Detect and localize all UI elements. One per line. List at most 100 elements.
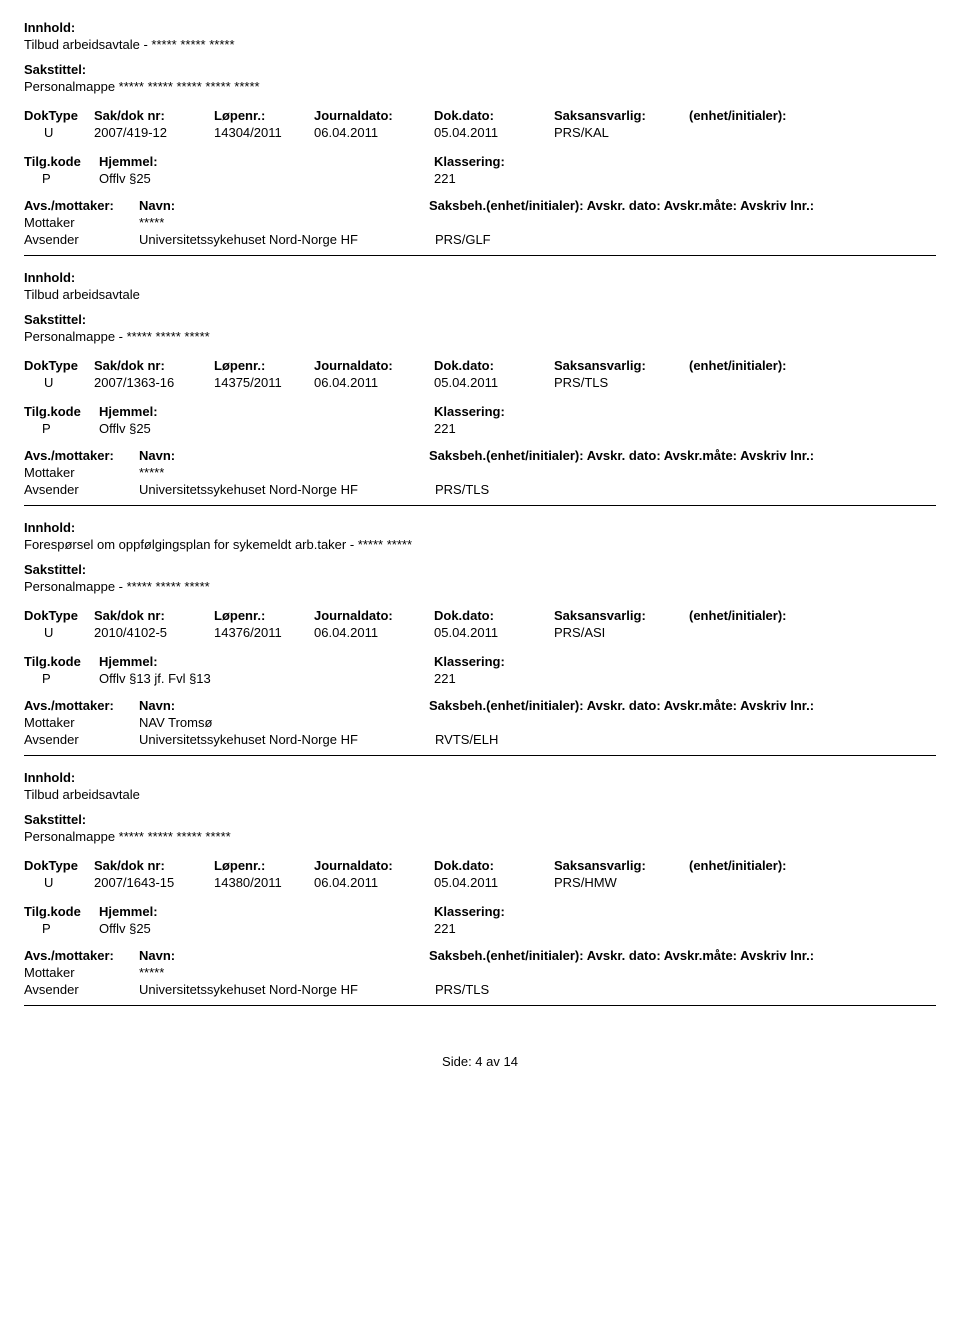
values-row: U 2007/419-12 14304/2011 06.04.2011 05.0…	[24, 125, 936, 140]
avsmottaker-label: Avs./mottaker:	[24, 198, 139, 213]
journaldato-label: Journaldato:	[314, 358, 434, 373]
tilg-header-row: Tilg.kode Hjemmel: Klassering:	[24, 904, 936, 919]
lopenr-label: Løpenr.:	[214, 858, 314, 873]
klassering-value: 221	[434, 171, 456, 186]
journaldato-value: 06.04.2011	[314, 375, 434, 390]
dokdato-label: Dok.dato:	[434, 358, 554, 373]
klassering-label: Klassering:	[434, 154, 505, 169]
lopenr-value: 14375/2011	[214, 375, 314, 390]
values-row: U 2007/1643-15 14380/2011 06.04.2011 05.…	[24, 875, 936, 890]
journal-entry: Innhold: Tilbud arbeidsavtale Sakstittel…	[24, 770, 936, 1006]
avsmottaker-label: Avs./mottaker:	[24, 698, 139, 713]
hjemmel-value: Offlv §13 jf. Fvl §13	[99, 671, 434, 686]
innhold-text: Tilbud arbeidsavtale	[24, 787, 936, 802]
entry-separator	[24, 755, 936, 756]
avsender-code: RVTS/ELH	[435, 732, 498, 747]
doktype-label: DokType	[24, 358, 94, 373]
sakdoknr-value: 2007/419-12	[94, 125, 214, 140]
sakdoknr-label: Sak/dok nr:	[94, 608, 214, 623]
mottaker-navn: *****	[139, 215, 429, 230]
dokdato-value: 05.04.2011	[434, 625, 554, 640]
sakstittel-text: Personalmappe - ***** ***** *****	[24, 329, 936, 344]
enhet-label: (enhet/initialer):	[689, 858, 787, 873]
doktype-value: U	[24, 625, 94, 640]
saksansvarlig-value: PRS/HMW	[554, 875, 689, 890]
journaldato-value: 06.04.2011	[314, 875, 434, 890]
avsender-label: Avsender	[24, 232, 139, 247]
hjemmel-label: Hjemmel:	[99, 654, 434, 669]
avsmottaker-label: Avs./mottaker:	[24, 948, 139, 963]
navn-label: Navn:	[139, 448, 429, 463]
saksansvarlig-label: Saksansvarlig:	[554, 608, 689, 623]
navn-label: Navn:	[139, 698, 429, 713]
tilgkode-value: P	[24, 921, 99, 936]
saksansvarlig-label: Saksansvarlig:	[554, 858, 689, 873]
doktype-label: DokType	[24, 608, 94, 623]
lopenr-value: 14380/2011	[214, 875, 314, 890]
innhold-label: Innhold:	[24, 770, 936, 785]
lopenr-label: Løpenr.:	[214, 358, 314, 373]
klassering-value: 221	[434, 421, 456, 436]
doktype-value: U	[24, 125, 94, 140]
avsmottaker-header: Avs./mottaker: Navn: Saksbeh.(enhet/init…	[24, 448, 936, 463]
tilg-values-row: P Offlv §25 221	[24, 171, 936, 186]
doktype-label: DokType	[24, 108, 94, 123]
sakdoknr-value: 2010/4102-5	[94, 625, 214, 640]
avsender-row: Avsender Universitetssykehuset Nord-Norg…	[24, 732, 936, 747]
tilgkode-value: P	[24, 671, 99, 686]
sakstittel-text: Personalmappe ***** ***** ***** ***** **…	[24, 79, 936, 94]
sakdoknr-value: 2007/1643-15	[94, 875, 214, 890]
mottaker-row: Mottaker *****	[24, 215, 936, 230]
klassering-value: 221	[434, 921, 456, 936]
klassering-label: Klassering:	[434, 904, 505, 919]
avsender-navn: Universitetssykehuset Nord-Norge HF	[139, 482, 435, 497]
dokdato-value: 05.04.2011	[434, 375, 554, 390]
sakstittel-label: Sakstittel:	[24, 562, 936, 577]
journaldato-value: 06.04.2011	[314, 625, 434, 640]
klassering-value: 221	[434, 671, 456, 686]
mottaker-row: Mottaker *****	[24, 465, 936, 480]
avsender-label: Avsender	[24, 982, 139, 997]
dokdato-label: Dok.dato:	[434, 108, 554, 123]
tilgkode-label: Tilg.kode	[24, 154, 99, 169]
sakstittel-label: Sakstittel:	[24, 812, 936, 827]
navn-label: Navn:	[139, 948, 429, 963]
doktype-value: U	[24, 875, 94, 890]
mottaker-row: Mottaker NAV Tromsø	[24, 715, 936, 730]
tilg-header-row: Tilg.kode Hjemmel: Klassering:	[24, 154, 936, 169]
saksbeh-line: Saksbeh.(enhet/initialer): Avskr. dato: …	[429, 698, 814, 713]
saksansvarlig-value: PRS/KAL	[554, 125, 689, 140]
avsender-navn: Universitetssykehuset Nord-Norge HF	[139, 232, 435, 247]
avsender-code: PRS/GLF	[435, 232, 491, 247]
journaldato-label: Journaldato:	[314, 858, 434, 873]
dokdato-label: Dok.dato:	[434, 608, 554, 623]
journaldato-label: Journaldato:	[314, 108, 434, 123]
journal-entry: Innhold: Tilbud arbeidsavtale - ***** **…	[24, 20, 936, 256]
values-row: U 2007/1363-16 14375/2011 06.04.2011 05.…	[24, 375, 936, 390]
avsender-code: PRS/TLS	[435, 982, 489, 997]
entry-separator	[24, 505, 936, 506]
dokdato-value: 05.04.2011	[434, 875, 554, 890]
avsmottaker-header: Avs./mottaker: Navn: Saksbeh.(enhet/init…	[24, 198, 936, 213]
hjemmel-label: Hjemmel:	[99, 404, 434, 419]
header-row: DokType Sak/dok nr: Løpenr.: Journaldato…	[24, 858, 936, 873]
enhet-label: (enhet/initialer):	[689, 108, 787, 123]
navn-label: Navn:	[139, 198, 429, 213]
dokdato-value: 05.04.2011	[434, 125, 554, 140]
sakstittel-text: Personalmappe - ***** ***** *****	[24, 579, 936, 594]
mottaker-label: Mottaker	[24, 465, 139, 480]
saksbeh-line: Saksbeh.(enhet/initialer): Avskr. dato: …	[429, 448, 814, 463]
hjemmel-label: Hjemmel:	[99, 154, 434, 169]
avsender-row: Avsender Universitetssykehuset Nord-Norg…	[24, 232, 936, 247]
hjemmel-value: Offlv §25	[99, 421, 434, 436]
journaldato-label: Journaldato:	[314, 608, 434, 623]
tilgkode-label: Tilg.kode	[24, 654, 99, 669]
mottaker-label: Mottaker	[24, 215, 139, 230]
lopenr-label: Løpenr.:	[214, 108, 314, 123]
avsender-row: Avsender Universitetssykehuset Nord-Norg…	[24, 482, 936, 497]
lopenr-value: 14376/2011	[214, 625, 314, 640]
header-row: DokType Sak/dok nr: Løpenr.: Journaldato…	[24, 108, 936, 123]
sakdoknr-value: 2007/1363-16	[94, 375, 214, 390]
tilg-values-row: P Offlv §25 221	[24, 421, 936, 436]
journal-entry: Innhold: Forespørsel om oppfølgingsplan …	[24, 520, 936, 756]
